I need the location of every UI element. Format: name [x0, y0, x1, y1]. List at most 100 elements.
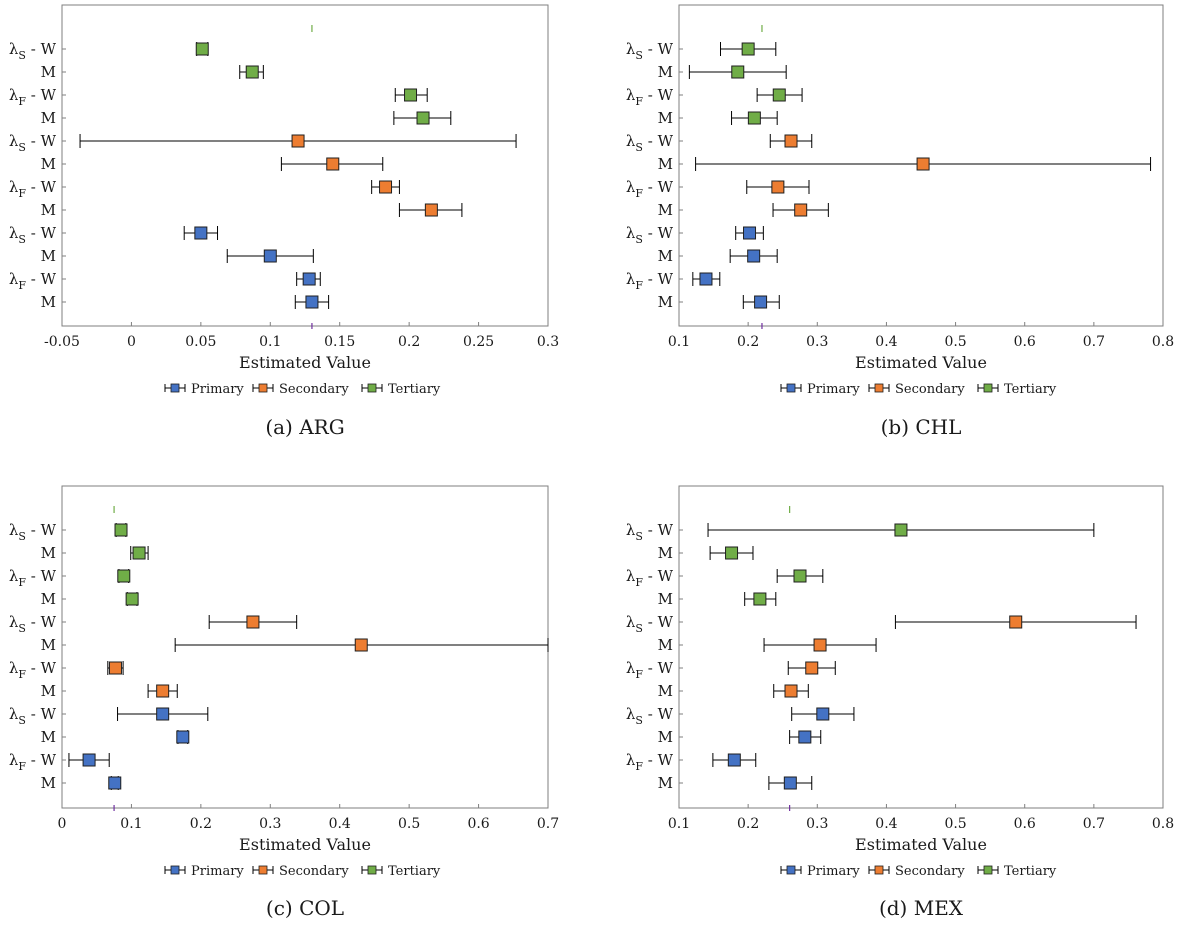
legend: Primary Secondary Tertiary	[164, 864, 441, 879]
y-tick-label: M	[41, 63, 56, 81]
lambda-symbol: λ	[626, 751, 636, 769]
estimate-marker	[246, 615, 260, 629]
y-tick-label: λF - W	[9, 270, 57, 292]
estimate-marker	[772, 88, 786, 102]
row-label: W	[658, 86, 674, 104]
estimate-marker	[176, 730, 190, 744]
row-label: M	[658, 155, 673, 173]
y-tick-label: λF - W	[626, 751, 674, 773]
estimate-marker	[404, 88, 418, 102]
panel-caption: (a) ARG	[265, 415, 344, 439]
legend-swatch	[983, 383, 993, 393]
x-tick-label: 0.7	[1083, 334, 1105, 350]
x-tick-label: 0.6	[467, 816, 489, 832]
y-tick-label: λS - W	[9, 705, 57, 727]
legend: Primary Secondary Tertiary	[780, 382, 1057, 397]
estimate-marker	[302, 272, 316, 286]
row-label: M	[41, 728, 56, 746]
separator: -	[643, 751, 658, 769]
x-tick-label: 0.1	[120, 816, 142, 832]
estimate-marker	[326, 157, 340, 171]
row-label: M	[658, 682, 673, 700]
estimate-marker	[784, 134, 798, 148]
lambda-symbol: λ	[626, 270, 636, 288]
lambda-symbol: λ	[9, 86, 19, 104]
estimate-marker	[793, 569, 807, 583]
estimate-marker	[743, 226, 757, 240]
y-tick-label: λS - W	[626, 132, 674, 154]
y-tick-label: M	[658, 63, 673, 81]
estimate-marker	[108, 661, 122, 675]
y-tick-label: M	[658, 544, 673, 562]
estimate-marker	[816, 707, 830, 721]
lambda-subscript: S	[18, 233, 26, 246]
x-tick-label: 0.4	[329, 816, 351, 832]
estimate-marker	[754, 295, 768, 309]
y-tick-label: M	[658, 774, 673, 792]
lambda-subscript: F	[635, 95, 643, 108]
y-tick-label: λF - W	[9, 86, 57, 108]
lambda-subscript: S	[635, 530, 643, 543]
plot-area	[678, 485, 1164, 809]
estimate-marker	[794, 203, 808, 217]
lambda-subscript: S	[635, 622, 643, 635]
y-tick-label: M	[658, 155, 673, 173]
lambda-symbol: λ	[9, 178, 19, 196]
row-label: M	[41, 293, 56, 311]
estimate-marker	[753, 592, 767, 606]
row-label: W	[41, 521, 57, 539]
estimate-marker	[805, 661, 819, 675]
legend-swatch	[170, 383, 180, 393]
row-label: W	[41, 86, 57, 104]
lambda-symbol: λ	[626, 659, 636, 677]
lambda-subscript: F	[635, 576, 643, 589]
legend-swatch	[367, 865, 377, 875]
x-axis-label: Estimated Value	[239, 835, 371, 854]
y-tick-label: λS - W	[626, 521, 674, 543]
legend-entry: Tertiary	[388, 382, 441, 397]
row-label: M	[658, 293, 673, 311]
x-tick-label: 0.5	[944, 334, 966, 350]
legend-entry: Secondary	[895, 382, 965, 397]
y-tick-label: M	[41, 155, 56, 173]
y-tick-label: M	[658, 293, 673, 311]
lambda-symbol: λ	[626, 613, 636, 631]
estimate-marker	[771, 180, 785, 194]
estimate-marker	[82, 753, 96, 767]
lambda-symbol: λ	[9, 659, 19, 677]
lambda-subscript: F	[18, 95, 26, 108]
lambda-subscript: S	[18, 530, 26, 543]
estimate-marker	[195, 42, 209, 56]
estimate-marker	[305, 295, 319, 309]
lambda-symbol: λ	[626, 705, 636, 723]
row-label: M	[41, 109, 56, 127]
x-tick-label: 0	[58, 816, 67, 832]
lambda-subscript: S	[18, 49, 26, 62]
lambda-subscript: S	[18, 714, 26, 727]
estimate-marker	[354, 638, 368, 652]
estimate-marker	[725, 546, 739, 560]
estimate-marker	[125, 592, 139, 606]
y-tick-label: λF - W	[9, 751, 57, 773]
y-tick-label: λS - W	[626, 40, 674, 62]
legend: Primary Secondary Tertiary	[164, 382, 441, 397]
row-label: W	[41, 132, 57, 150]
legend-swatch	[786, 383, 796, 393]
lambda-subscript: F	[635, 187, 643, 200]
legend-entry: Tertiary	[388, 864, 441, 879]
x-tick-label: 0.6	[1014, 816, 1036, 832]
estimate-marker	[416, 111, 430, 125]
plot-area	[61, 4, 549, 327]
x-tick-label: 0.7	[537, 816, 559, 832]
estimate-marker	[699, 272, 713, 286]
lambda-subscript: S	[635, 141, 643, 154]
separator: -	[643, 705, 658, 723]
lambda-symbol: λ	[9, 613, 19, 631]
row-label: W	[41, 178, 57, 196]
y-tick-label: M	[41, 682, 56, 700]
row-label: W	[658, 178, 674, 196]
lambda-symbol: λ	[626, 178, 636, 196]
y-tick-label: λS - W	[626, 224, 674, 246]
x-axis-label: Estimated Value	[855, 353, 987, 372]
